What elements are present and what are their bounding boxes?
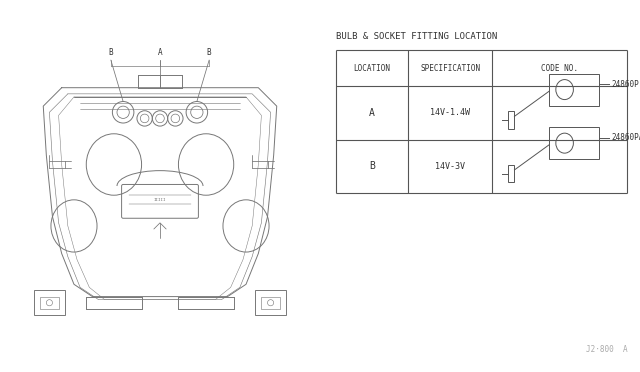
Text: SPECIFICATION: SPECIFICATION <box>420 64 480 73</box>
Bar <box>549 74 599 106</box>
Text: LOCATION: LOCATION <box>353 64 390 73</box>
Text: 24860PA: 24860PA <box>612 133 640 142</box>
Text: CODE NO.: CODE NO. <box>541 64 579 73</box>
Text: 24860P: 24860P <box>612 80 639 89</box>
Bar <box>549 127 599 159</box>
Bar <box>34 291 65 315</box>
Text: B: B <box>207 48 211 57</box>
Bar <box>255 291 286 315</box>
Text: BULB & SOCKET FITTING LOCATION: BULB & SOCKET FITTING LOCATION <box>336 32 497 41</box>
Bar <box>508 111 515 129</box>
Text: B: B <box>109 48 113 57</box>
Text: 14V-3V: 14V-3V <box>435 162 465 171</box>
Bar <box>261 296 280 309</box>
Text: A: A <box>157 48 163 57</box>
Text: 14V-1.4W: 14V-1.4W <box>430 108 470 117</box>
Text: A: A <box>369 108 374 118</box>
Text: J2·800  A: J2·800 A <box>586 345 627 354</box>
Bar <box>40 296 59 309</box>
Text: IIIII: IIIII <box>154 198 166 202</box>
Bar <box>508 164 515 182</box>
Text: B: B <box>369 161 374 171</box>
